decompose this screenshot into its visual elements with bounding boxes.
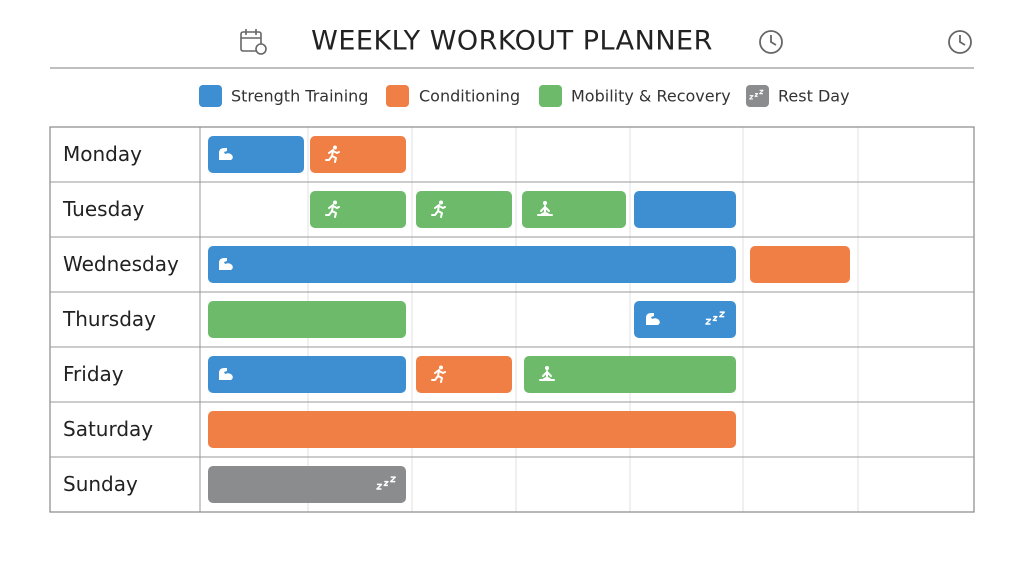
schedule-blocks: [208, 136, 850, 503]
day-label: Friday: [63, 362, 124, 386]
mobility-block[interactable]: [310, 191, 406, 228]
legend-swatch: [199, 85, 222, 107]
strength-block[interactable]: [208, 356, 406, 393]
legend-label: Conditioning: [419, 87, 520, 106]
strength-block[interactable]: [634, 191, 736, 228]
strength-block[interactable]: [208, 136, 304, 173]
legend-swatch: [386, 85, 409, 107]
strength-block[interactable]: [634, 301, 736, 338]
mobility-block[interactable]: [208, 301, 406, 338]
conditioning-block[interactable]: [750, 246, 850, 283]
title: WEEKLY WORKOUT PLANNER: [311, 26, 713, 57]
legend-swatch: [539, 85, 562, 107]
day-rows: Monday Tuesday Wednesday Thursday Friday Satu…: [50, 142, 974, 496]
day-label: Sunday: [63, 472, 138, 496]
legend-label: Strength Training: [231, 87, 368, 106]
conditioning-block[interactable]: [416, 356, 512, 393]
mobility-block[interactable]: [524, 356, 736, 393]
day-label: Thursday: [62, 307, 156, 331]
day-label: Saturday: [63, 417, 153, 441]
legend-label: Mobility & Recovery: [571, 87, 731, 106]
conditioning-block[interactable]: [310, 136, 406, 173]
legend: Strength Training Conditioning Mobility …: [199, 85, 850, 107]
conditioning-block[interactable]: [208, 411, 736, 448]
table-grid: [49, 126, 975, 513]
strength-block[interactable]: [208, 246, 736, 283]
clock-icon[interactable]: [759, 30, 783, 54]
legend-label: Rest Day: [778, 87, 850, 106]
day-label: Tuesday: [62, 197, 145, 221]
day-label: Wednesday: [63, 252, 179, 276]
day-label: Monday: [63, 142, 142, 166]
rest-block[interactable]: [208, 466, 406, 503]
calendar-icon: [240, 29, 267, 55]
mobility-block[interactable]: [522, 191, 626, 228]
mobility-block[interactable]: [416, 191, 512, 228]
clock-button[interactable]: [948, 30, 972, 54]
